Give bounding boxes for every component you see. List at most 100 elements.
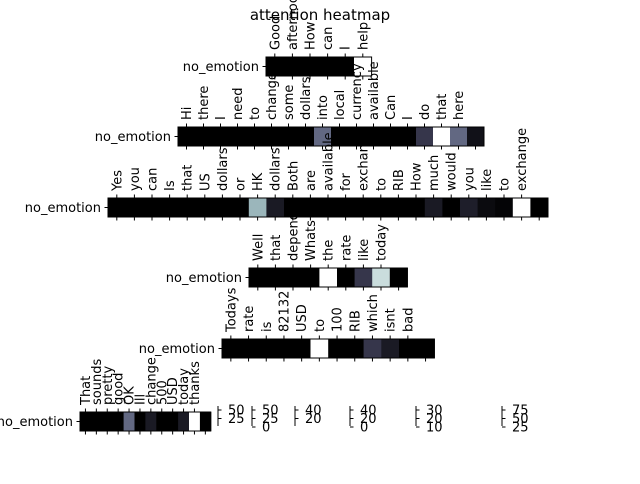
heatmap-cell bbox=[354, 198, 373, 217]
heatmap-cell bbox=[231, 198, 250, 217]
token-label: would bbox=[445, 152, 460, 191]
token-label: Ill bbox=[133, 394, 148, 405]
row-label: no_emotion bbox=[0, 415, 73, 430]
token-label: sounds bbox=[90, 359, 105, 405]
token-label: Whats bbox=[304, 220, 319, 261]
heatmap-cell bbox=[222, 339, 241, 358]
colorbar-tick-label: 0 bbox=[262, 421, 270, 436]
heatmap-cell bbox=[125, 198, 144, 217]
token-label: I bbox=[401, 116, 416, 120]
token-label: like bbox=[357, 239, 372, 261]
heatmap-cell bbox=[257, 339, 276, 358]
token-label: RIB bbox=[392, 169, 407, 191]
heatmap-cell bbox=[365, 127, 383, 146]
heatmap-cell bbox=[319, 198, 338, 217]
token-label: change bbox=[144, 357, 159, 405]
token-label: local bbox=[333, 90, 348, 120]
heatmap-cell bbox=[112, 412, 124, 431]
heatmap-cell bbox=[460, 198, 478, 217]
token-label: Todays bbox=[224, 287, 239, 333]
heatmap-cell bbox=[199, 412, 212, 431]
heatmap-cell bbox=[108, 198, 126, 217]
token-label: exchange bbox=[515, 128, 530, 191]
row-label: no_emotion bbox=[25, 201, 101, 216]
token-label: or bbox=[234, 177, 249, 191]
heatmap-cell bbox=[381, 339, 400, 358]
token-label: the bbox=[322, 240, 337, 261]
heatmap-cell bbox=[280, 127, 298, 146]
token-label: today bbox=[177, 368, 192, 405]
heatmap-cell bbox=[178, 127, 196, 146]
heatmap-panel: Yes you can Is that US dollars or HK dollars Both a… bbox=[25, 128, 549, 221]
token-label: into bbox=[316, 95, 331, 120]
token-label: much bbox=[427, 155, 442, 191]
heatmap-cell bbox=[442, 198, 461, 217]
token-label: HK bbox=[251, 172, 266, 191]
heatmap-cell bbox=[301, 268, 320, 287]
heatmap-cell bbox=[389, 198, 408, 217]
token-label: that bbox=[181, 165, 196, 191]
token-label: US bbox=[198, 173, 213, 191]
heatmap-cell bbox=[275, 339, 294, 358]
chart-title: attention heatmap bbox=[249, 6, 391, 24]
token-label: 100 bbox=[331, 307, 346, 332]
heatmap-cell bbox=[213, 198, 232, 217]
heatmap-cell bbox=[424, 198, 443, 217]
heatmap-cell bbox=[263, 127, 281, 146]
heatmap-cell bbox=[416, 339, 435, 358]
heatmap-cell bbox=[399, 127, 417, 146]
heatmap-cell bbox=[156, 412, 168, 431]
heatmap-cell bbox=[354, 57, 372, 76]
token-label: bad bbox=[401, 308, 416, 332]
heatmap-cell bbox=[314, 127, 332, 146]
heatmap-cell bbox=[195, 127, 213, 146]
heatmap-cell bbox=[328, 339, 347, 358]
colorbar-tick-label: 0 bbox=[360, 421, 368, 436]
token-label: to bbox=[248, 107, 263, 120]
token-label: currency bbox=[350, 63, 365, 120]
token-label: for bbox=[339, 172, 354, 191]
colorbar-tick-label: 20 bbox=[426, 412, 443, 427]
heatmap-cell bbox=[345, 339, 364, 358]
heatmap-panel: ThatsoundsprettygoodOKIllchange500USDtod… bbox=[0, 357, 212, 435]
token-label: thanks bbox=[188, 361, 203, 405]
token-label: available bbox=[322, 132, 337, 191]
colorbar-tick-label: 40 bbox=[360, 404, 377, 419]
heatmap-cell bbox=[407, 198, 426, 217]
token-label: there bbox=[197, 86, 212, 120]
token-label: isnt bbox=[384, 308, 399, 332]
heatmap-cell bbox=[284, 198, 302, 217]
heatmap-cell bbox=[372, 198, 390, 217]
token-label: Both bbox=[286, 161, 301, 191]
token-label: need bbox=[231, 88, 246, 121]
heatmap-cell bbox=[310, 339, 329, 358]
row-label: no_emotion bbox=[183, 60, 259, 75]
heatmap-cell bbox=[416, 127, 434, 146]
heatmap-cell bbox=[266, 57, 284, 76]
token-label: Yes bbox=[110, 170, 125, 192]
heatmap-cell bbox=[389, 268, 408, 287]
heatmap-cell bbox=[249, 268, 267, 287]
token-label: dollars bbox=[299, 76, 314, 120]
heatmap-cell bbox=[229, 127, 247, 146]
token-label: can bbox=[321, 27, 336, 50]
colorbar-tick-label: 25 bbox=[228, 412, 245, 427]
token-label: 500 bbox=[155, 380, 170, 405]
token-label: RIB bbox=[348, 310, 363, 332]
heatmap-cell bbox=[134, 412, 146, 431]
heatmap-cell bbox=[336, 198, 355, 217]
heatmap-cell bbox=[450, 127, 468, 146]
heatmap-cell bbox=[433, 127, 451, 146]
heatmap-cell bbox=[495, 198, 514, 217]
heatmap-cell bbox=[318, 57, 337, 76]
heatmap-cell bbox=[467, 127, 485, 146]
token-label: here bbox=[452, 91, 467, 120]
token-label: can bbox=[146, 168, 161, 191]
token-label: depends bbox=[287, 205, 302, 261]
heatmap-panel: Todays rate is 82132 USD to 100 RIB which isnt bad… bbox=[139, 287, 435, 362]
token-label: which bbox=[366, 294, 381, 332]
colorbar-tick-label: 20 bbox=[360, 412, 377, 427]
